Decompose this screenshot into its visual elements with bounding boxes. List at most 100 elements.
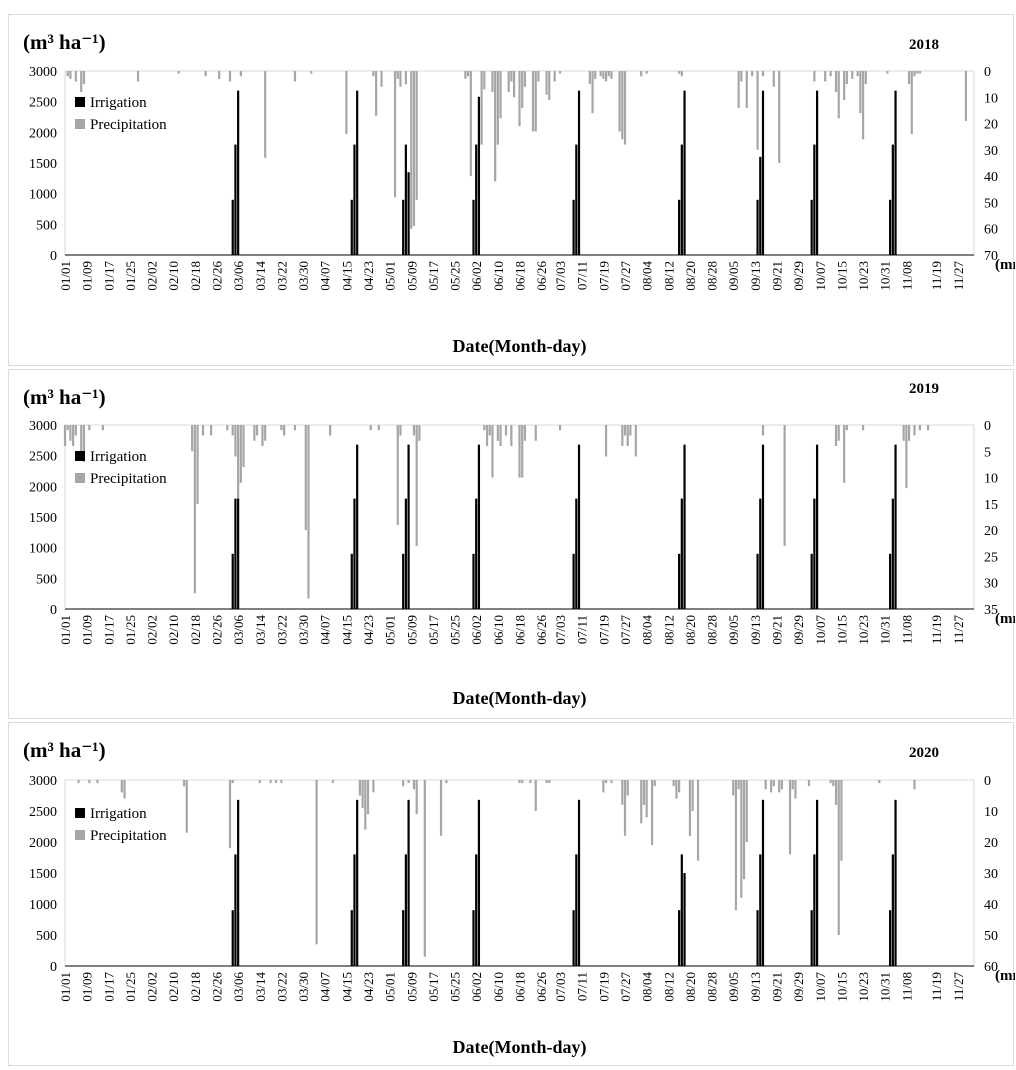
x-axis-tick-label: 02/10 — [166, 261, 181, 291]
precipitation-bar — [734, 780, 738, 911]
precipitation-bar — [604, 780, 608, 784]
precipitation-bar — [837, 780, 840, 935]
precipitation-bar — [253, 425, 256, 441]
irrigation-bar — [678, 199, 681, 255]
irrigation-bar — [475, 144, 478, 255]
precipitation-bar — [393, 71, 397, 198]
left-axis-tick-label: 1500 — [29, 157, 57, 172]
precipitation-bar — [626, 425, 629, 447]
precipitation-bar — [196, 425, 199, 504]
precipitation-bar — [101, 425, 104, 431]
x-axis-tick-label: 05/01 — [383, 972, 398, 1002]
x-axis-tick-label: 07/27 — [618, 615, 633, 645]
irrigation-bar — [402, 910, 405, 966]
irrigation-bar — [477, 444, 481, 609]
x-axis-tick-label: 02/18 — [188, 972, 203, 1002]
irrigation-bar — [761, 90, 765, 255]
precipitation-bar — [534, 780, 537, 811]
precipitation-bar — [201, 425, 205, 436]
irrigation-bar — [761, 799, 765, 966]
precipitation-bar — [364, 780, 367, 830]
precipitation-bar — [377, 425, 380, 431]
irrigation-bar — [572, 553, 575, 609]
precipitation-bar — [402, 780, 405, 787]
right-axis-tick-label: 0 — [984, 774, 991, 789]
precipitation-bar — [794, 780, 797, 799]
left-axis-tick-label: 2000 — [29, 480, 57, 495]
right-axis-tick-label: 40 — [984, 898, 998, 913]
precipitation-bar — [545, 71, 548, 95]
precipitation-bar — [361, 780, 364, 808]
irrigation-bar — [237, 90, 240, 255]
irrigation-bar — [356, 90, 359, 255]
irrigation-bar — [402, 553, 405, 609]
precipitation-bar — [843, 425, 846, 483]
irrigation-bar — [472, 910, 475, 966]
left-axis-tick-label: 1000 — [29, 898, 57, 913]
right-axis-tick-label: 60 — [984, 960, 998, 975]
precipitation-bar — [380, 71, 383, 87]
x-axis-tick-label: 01/25 — [123, 261, 138, 291]
precipitation-bar — [745, 71, 748, 108]
precipitation-bar — [861, 425, 865, 431]
irrigation-bar — [894, 444, 897, 609]
precipitation-bar — [588, 71, 591, 85]
precipitation-bar — [239, 425, 242, 483]
x-axis-tick-label: 03/06 — [231, 972, 246, 1002]
precipitation-bar — [918, 425, 921, 431]
irrigation-bar — [756, 553, 759, 609]
irrigation-bar — [894, 799, 897, 966]
legend-swatch-precipitation — [75, 830, 85, 840]
x-axis-tick-label: 05/17 — [426, 972, 441, 1002]
precipitation-bar — [859, 71, 862, 114]
precipitation-bar — [534, 425, 537, 441]
x-axis-tick-label: 01/17 — [101, 972, 116, 1002]
irrigation-bar — [813, 498, 816, 609]
x-axis-tick-label: 10/23 — [856, 261, 871, 291]
precipitation-bar — [902, 425, 905, 441]
precipitation-bar — [228, 780, 232, 849]
precipitation-bar — [696, 780, 700, 861]
precipitation-bar — [69, 425, 72, 441]
irrigation-bar — [475, 854, 478, 966]
left-axis-tick-label: 2500 — [29, 96, 57, 111]
precipitation-bar — [293, 71, 297, 82]
x-axis-tick-label: 05/01 — [383, 261, 398, 291]
x-axis-tick-label: 03/22 — [274, 615, 289, 645]
x-axis-tick-label: 07/11 — [575, 972, 590, 1001]
precipitation-bar — [510, 71, 513, 82]
right-axis-tick-label: 50 — [984, 929, 998, 944]
x-axis-tick-label: 08/04 — [640, 972, 655, 1002]
precipitation-bar — [358, 780, 361, 796]
x-axis-tick-label: 02/18 — [188, 615, 203, 645]
precipitation-bar — [604, 71, 608, 82]
irrigation-bar — [353, 144, 356, 255]
precipitation-bar — [366, 780, 370, 815]
precipitation-bar — [742, 780, 746, 880]
precipitation-bar — [737, 71, 740, 108]
x-axis-tick-label: 02/26 — [210, 972, 225, 1002]
precipitation-bar — [640, 780, 643, 824]
x-axis-tick-label: 03/30 — [296, 261, 311, 291]
precipitation-bar — [548, 780, 551, 784]
precipitation-bar — [280, 780, 283, 784]
precipitation-bar — [410, 71, 413, 229]
precipitation-bar — [621, 71, 624, 140]
precipitation-bar — [843, 71, 846, 100]
precipitation-bar — [964, 71, 967, 121]
x-axis-tick-label: 06/10 — [491, 972, 506, 1002]
precipitation-bar — [761, 71, 765, 77]
precipitation-bar — [63, 425, 67, 447]
precipitation-bar — [832, 780, 835, 787]
x-axis-label: Date(Month-day) — [453, 688, 587, 709]
right-axis-tick-label: 35 — [984, 603, 998, 618]
x-axis-tick-label: 10/31 — [878, 261, 893, 291]
x-axis-tick-label: 08/20 — [683, 972, 698, 1002]
x-axis-tick-label: 09/29 — [791, 261, 806, 291]
left-axis-tick-label: 2000 — [29, 836, 57, 851]
x-axis-tick-label: 10/07 — [813, 615, 828, 645]
precipitation-bar — [177, 71, 180, 74]
x-axis-tick-label: 05/01 — [383, 615, 398, 645]
x-axis-tick-label: 06/10 — [491, 615, 506, 645]
precipitation-bar — [783, 425, 786, 546]
